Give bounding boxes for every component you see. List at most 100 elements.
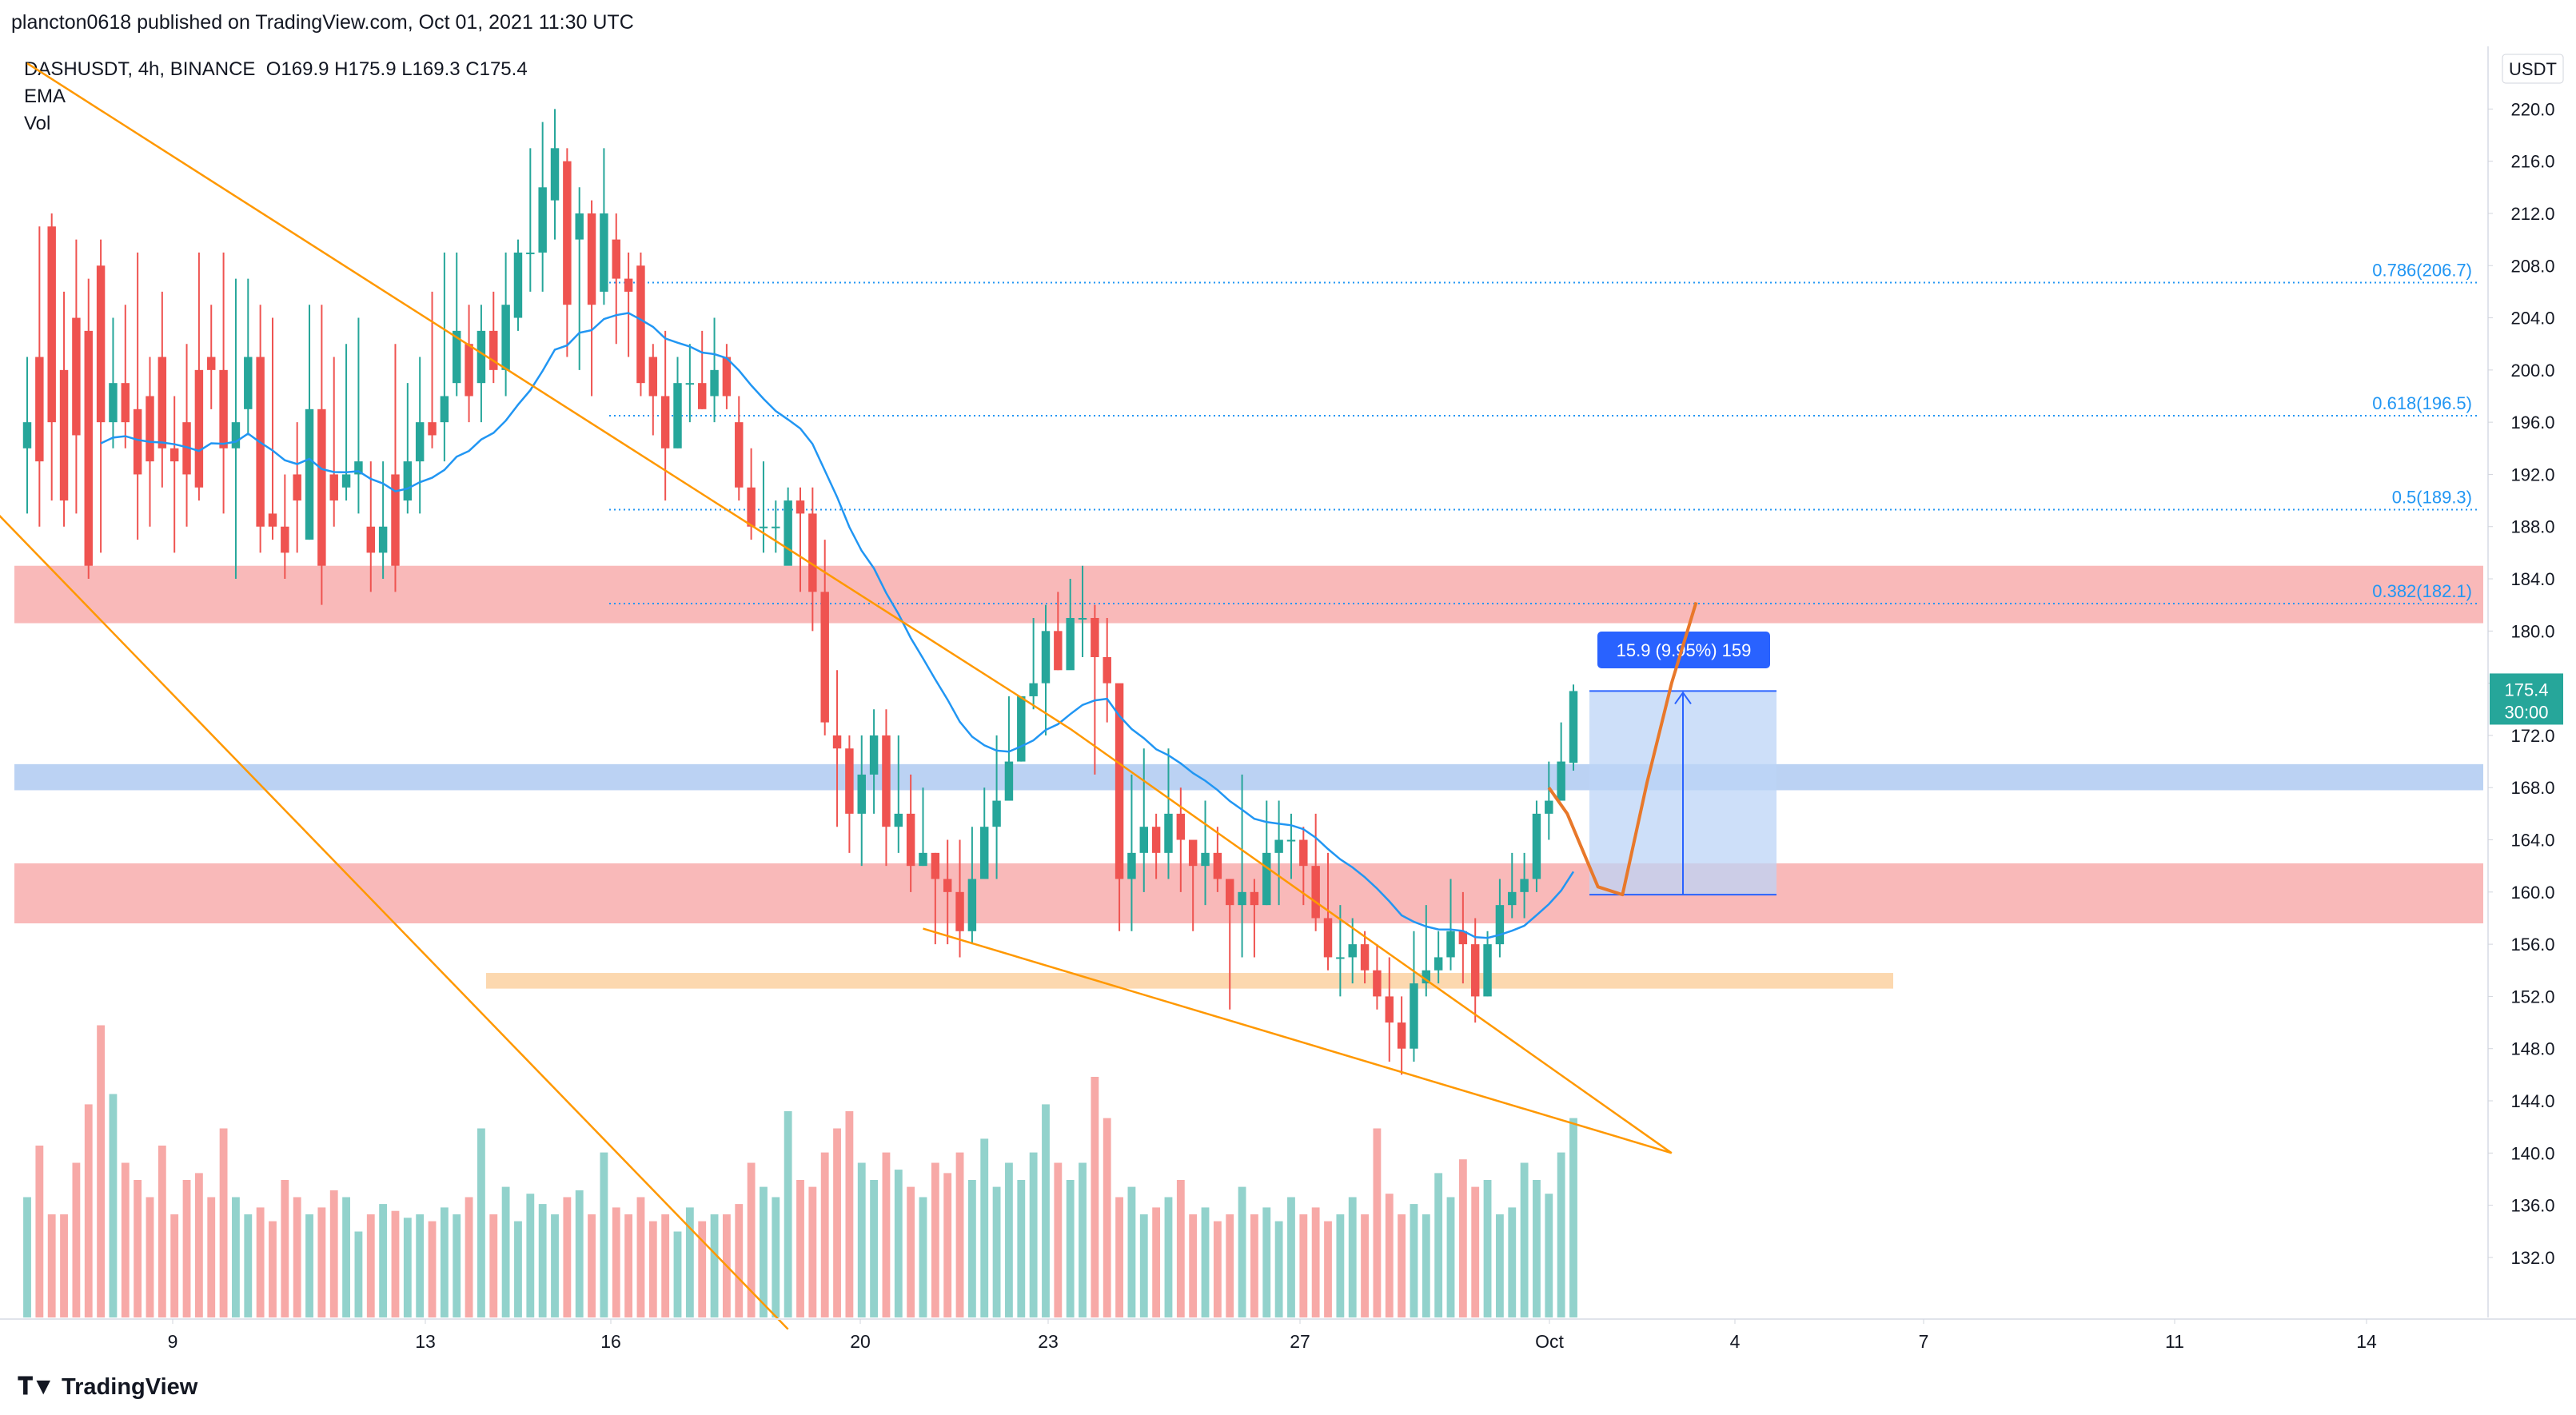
candle-body[interactable]	[35, 357, 44, 462]
candle-body[interactable]	[293, 474, 301, 501]
candle-body[interactable]	[526, 252, 535, 254]
candle-body[interactable]	[1250, 891, 1259, 906]
candle-body[interactable]	[1226, 879, 1234, 906]
candle-body[interactable]	[575, 213, 584, 240]
candle-body[interactable]	[747, 487, 756, 527]
candle-body[interactable]	[1483, 944, 1492, 997]
last-price-label-bg[interactable]	[2490, 673, 2563, 725]
candle-body[interactable]	[1054, 631, 1063, 671]
candle-body[interactable]	[158, 357, 167, 448]
candle-body[interactable]	[931, 852, 940, 879]
candle-body[interactable]	[697, 383, 707, 409]
candle-body[interactable]	[305, 409, 314, 540]
candle-body[interactable]	[784, 500, 792, 566]
candle-body[interactable]	[96, 265, 106, 423]
candle-body[interactable]	[1385, 996, 1394, 1023]
candle-body[interactable]	[735, 422, 744, 488]
candle-body[interactable]	[550, 148, 560, 201]
candle-body[interactable]	[1348, 944, 1357, 958]
candle-body[interactable]	[84, 330, 93, 566]
candle-body[interactable]	[1127, 852, 1136, 879]
candle-body[interactable]	[808, 513, 817, 592]
candle-body[interactable]	[1557, 761, 1565, 801]
candle-body[interactable]	[1545, 800, 1553, 814]
candle-body[interactable]	[244, 357, 253, 409]
candle-body[interactable]	[22, 422, 32, 448]
candle-body[interactable]	[1458, 931, 1468, 945]
candle-body[interactable]	[955, 891, 964, 931]
candle-body[interactable]	[72, 317, 81, 436]
candle-body[interactable]	[636, 265, 645, 384]
candle-body[interactable]	[219, 369, 228, 448]
candle-body[interactable]	[207, 357, 216, 370]
candle-body[interactable]	[1029, 683, 1038, 696]
candle-body[interactable]	[857, 774, 866, 814]
candle-body[interactable]	[967, 879, 977, 931]
projected-path[interactable]	[1547, 601, 1698, 897]
candle-body[interactable]	[354, 461, 363, 475]
candle-body[interactable]	[341, 474, 351, 488]
candle-body[interactable]	[1151, 827, 1161, 853]
candle-body[interactable]	[894, 813, 903, 827]
candle-body[interactable]	[281, 526, 289, 553]
candle-body[interactable]	[1532, 813, 1541, 879]
candle-body[interactable]	[513, 252, 523, 318]
candle-body[interactable]	[612, 239, 620, 279]
candle-body[interactable]	[501, 305, 510, 370]
candle-body[interactable]	[182, 422, 191, 475]
candle-body[interactable]	[1323, 918, 1333, 958]
candle-body[interactable]	[869, 735, 879, 775]
candle-body[interactable]	[440, 396, 449, 423]
candle-body[interactable]	[1017, 696, 1026, 762]
candle-body[interactable]	[1311, 866, 1320, 919]
candle-body[interactable]	[231, 422, 241, 448]
candle-body[interactable]	[673, 383, 682, 448]
candle-body[interactable]	[1299, 839, 1308, 867]
candle-body[interactable]	[1569, 691, 1578, 763]
candle-body[interactable]	[1373, 970, 1382, 997]
candle-body[interactable]	[685, 383, 695, 385]
candle-body[interactable]	[133, 409, 142, 475]
candle-body[interactable]	[648, 357, 658, 397]
candle-body[interactable]	[1274, 839, 1283, 853]
candle-body[interactable]	[1078, 618, 1087, 620]
candle-body[interactable]	[710, 369, 719, 397]
candle-body[interactable]	[600, 213, 608, 292]
candle-body[interactable]	[391, 474, 400, 566]
candle-body[interactable]	[1213, 852, 1222, 879]
candle-body[interactable]	[1041, 631, 1051, 684]
candle-body[interactable]	[146, 396, 154, 462]
candle-body[interactable]	[477, 330, 486, 384]
candle-body[interactable]	[943, 879, 952, 892]
candle-body[interactable]	[1164, 813, 1173, 853]
candle-body[interactable]	[121, 383, 130, 423]
candle-body[interactable]	[489, 330, 498, 370]
candle-body[interactable]	[538, 187, 547, 253]
candle-body[interactable]	[1434, 957, 1443, 971]
candle-body[interactable]	[832, 735, 842, 749]
candle-body[interactable]	[1176, 813, 1186, 840]
wedge-bottom-trendline[interactable]	[923, 927, 1673, 1154]
upper-trendline[interactable]	[26, 62, 1071, 730]
candle-body[interactable]	[660, 396, 670, 448]
candle-body[interactable]	[1360, 944, 1370, 971]
candle-body[interactable]	[624, 278, 633, 292]
candle-body[interactable]	[1520, 879, 1529, 892]
unit-badge-bg[interactable]	[2502, 54, 2564, 84]
candle-body[interactable]	[992, 800, 1001, 827]
candle-body[interactable]	[109, 383, 118, 423]
candle-body[interactable]	[796, 500, 805, 514]
candle-body[interactable]	[1066, 618, 1075, 671]
candle-body[interactable]	[378, 526, 388, 553]
candle-body[interactable]	[759, 526, 768, 528]
candle-body[interactable]	[1446, 931, 1455, 958]
candle-body[interactable]	[453, 330, 461, 384]
candle-body[interactable]	[722, 357, 732, 397]
candle-body[interactable]	[1201, 852, 1210, 867]
candle-body[interactable]	[1188, 839, 1198, 867]
candle-body[interactable]	[563, 161, 572, 305]
candle-body[interactable]	[1115, 683, 1124, 879]
candle-body[interactable]	[772, 526, 780, 528]
candle-body[interactable]	[415, 422, 425, 462]
